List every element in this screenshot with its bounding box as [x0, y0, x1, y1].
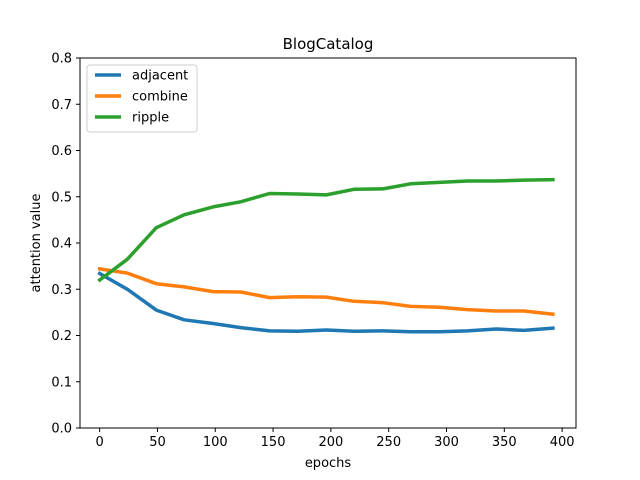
y-axis-label: attention value	[29, 194, 44, 293]
series-line-ripple	[97, 177, 555, 283]
y-tick-label: 0.6	[51, 144, 72, 159]
x-tick-label: 400	[550, 435, 575, 450]
legend-label-combine: combine	[132, 90, 188, 105]
x-tick-label: 100	[203, 435, 228, 450]
legend: adjacent combine ripple	[86, 64, 198, 133]
y-tick-label: 0.3	[51, 283, 72, 298]
x-tick-label: 50	[149, 435, 166, 450]
legend-label-adjacent: adjacent	[132, 69, 188, 84]
x-tick-label: 150	[261, 435, 286, 450]
axis-ticks: 0 50 100 150 200 250 300 350 400 0.0 0.1 0.2 0.3 0.4 0…	[51, 52, 574, 451]
y-tick-label: 0.2	[51, 329, 72, 344]
y-tick-label: 0.5	[51, 190, 72, 205]
x-tick-label: 350	[492, 435, 517, 450]
y-tick-label: 0.4	[51, 237, 72, 252]
plot-area	[97, 177, 555, 334]
y-tick-label: 0.8	[51, 52, 72, 67]
y-tick-label: 0.7	[51, 98, 72, 113]
y-tick-label: 0.1	[51, 375, 72, 390]
chart-title: BlogCatalog	[283, 35, 374, 53]
x-axis-label: epochs	[305, 456, 352, 471]
x-tick-label: 200	[318, 435, 343, 450]
series-line-adjacent	[97, 271, 555, 334]
x-tick-label: 250	[376, 435, 401, 450]
legend-label-ripple: ripple	[132, 111, 169, 126]
y-tick-label: 0.0	[51, 422, 72, 437]
x-tick-label: 300	[434, 435, 459, 450]
series-line-combine	[97, 266, 555, 317]
x-tick-label: 0	[96, 435, 104, 450]
